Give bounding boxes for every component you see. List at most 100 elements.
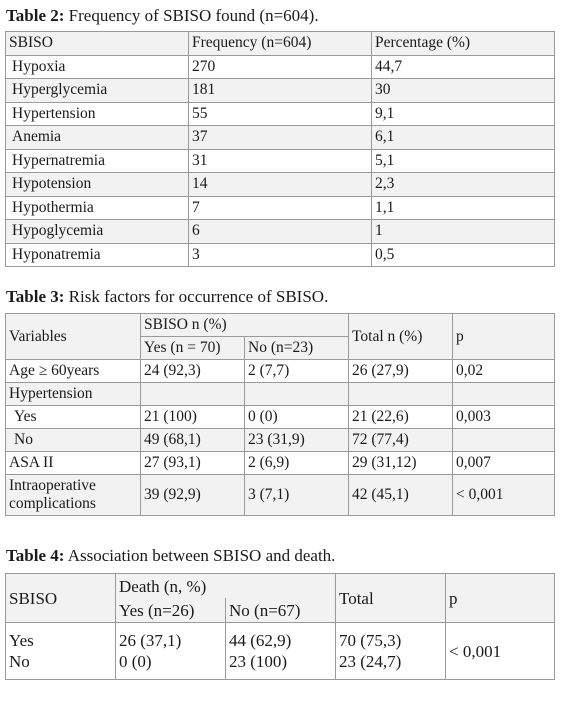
table3-cell — [452, 428, 556, 452]
table4-label-no: No — [9, 652, 30, 671]
table3-cell: 21 (100) — [140, 405, 245, 429]
table-row: Yes 21 (100) 0 (0) 21 (22,6) 0,003 — [5, 405, 556, 429]
table4-yes-cell: 26 (37,1) 0 (0) — [115, 622, 226, 680]
table3-cell: 29 (31,12) — [348, 451, 454, 475]
table3-cell: 26 (27,9) — [348, 359, 454, 383]
table4-row-labels: Yes No — [5, 622, 116, 680]
table3-header-total: Total n (%) — [348, 313, 454, 360]
table3-row-label: Intraoperative complications — [5, 474, 141, 516]
table4-label-yes: Yes — [9, 631, 34, 650]
table2-cell: 5,1 — [371, 148, 555, 173]
table2-cell: Hypothermia — [5, 195, 189, 220]
table4-header-row: SBISO Death (n, %) Total p — [5, 573, 556, 623]
table3-cell: 0 (0) — [243, 405, 350, 429]
table4-p-cell: < 0,001 — [445, 622, 556, 680]
table4-no-cell: 44 (62,9) 23 (100) — [224, 622, 337, 680]
table4-title-text: Association between SBISO and death. — [64, 546, 336, 565]
table4-header-no: No (n=67) — [224, 598, 337, 623]
table4-value: 26 (37,1) — [119, 631, 182, 650]
table3-title-text: Risk factors for occurrence of SBISO. — [64, 287, 329, 306]
table3-cell — [140, 382, 245, 406]
table3-cell: 0,007 — [452, 451, 556, 475]
table2-cell: Hypoxia — [5, 54, 189, 79]
table3-header-row: Variables SBISO n (%) Total n (%) p — [5, 313, 556, 360]
table4-total-cell: 70 (75,3) 23 (24,7) — [335, 622, 447, 680]
table3-header-group: SBISO n (%) — [139, 313, 350, 337]
table3-row-label: Age ≥ 60years — [5, 359, 141, 383]
table4: SBISO Death (n, %) Total p Yes (n=26) No… — [5, 573, 556, 680]
table2-cell: Hypoglycemia — [5, 219, 189, 244]
table2-cell: 9,1 — [371, 101, 555, 126]
table2-cell: Hyperglycemia — [5, 78, 189, 103]
table2-cell: 270 — [188, 54, 372, 79]
table2-header-cell: Frequency (n=604) — [188, 31, 372, 56]
table4-value: 0 (0) — [119, 652, 152, 671]
table2-cell: 7 — [188, 195, 372, 220]
table3-header-no: No (n=23) — [243, 336, 350, 360]
table3-cell: 0,02 — [452, 359, 556, 383]
table2-title-label: Table 2: — [6, 6, 65, 25]
table2-cell: Hypernatremia — [5, 148, 189, 173]
table2-cell: Hypotension — [5, 172, 189, 197]
table4-title-label: Table 4: — [6, 546, 65, 565]
table4-value: 44 (62,9) — [229, 631, 292, 650]
table3-cell: 72 (77,4) — [348, 428, 454, 452]
table-row: Hypotension 14 2,3 — [5, 172, 555, 197]
table2-header-row: SBISO Frequency (n=604) Percentage (%) — [5, 31, 555, 56]
table2-cell: 6 — [188, 219, 372, 244]
table-row: Hypernatremia 31 5,1 — [5, 148, 555, 173]
table4-header-group: Death (n, %) — [114, 573, 337, 598]
table2-header-cell: SBISO — [5, 31, 189, 56]
table-row: ASA II 27 (93,1) 2 (6,9) 29 (31,12) 0,00… — [5, 451, 556, 475]
table2-cell: Anemia — [5, 125, 189, 150]
table4-value: 23 (24,7) — [339, 652, 402, 671]
table2-cell: 2,3 — [371, 172, 555, 197]
table3-cell: < 0,001 — [452, 474, 556, 516]
table2-cell: 3 — [188, 242, 372, 267]
table3-cell — [243, 382, 350, 406]
table2-cell: 1 — [371, 219, 555, 244]
table3-cell: 42 (45,1) — [348, 474, 454, 516]
table2-cell: Hypertension — [5, 101, 189, 126]
table3-row-label: No — [5, 428, 141, 452]
table4-subheader-row: Yes (n=26) No (n=67) — [6, 598, 555, 623]
table2-cell: 6,1 — [371, 125, 555, 150]
table3-cell: 39 (92,9) — [140, 474, 245, 516]
table3-caption: Table 3: Risk factors for occurrence of … — [6, 287, 328, 307]
table2: SBISO Frequency (n=604) Percentage (%) H… — [5, 31, 555, 267]
table-row: Yes No 26 (37,1) 0 (0) 44 (62,9) 23 (100… — [5, 622, 556, 680]
table2-cell: 14 — [188, 172, 372, 197]
table4-header-p: p — [445, 573, 556, 623]
table3-cell — [452, 382, 556, 406]
table4-value: 23 (100) — [229, 652, 288, 671]
table3-cell: 23 (31,9) — [243, 428, 350, 452]
table-row: Age ≥ 60years 24 (92,3) 2 (7,7) 26 (27,9… — [5, 359, 556, 383]
table3-cell — [348, 382, 454, 406]
table2-cell: 30 — [371, 78, 555, 103]
table2-cell: 55 — [188, 101, 372, 126]
table3-cell: 3 (7,1) — [243, 474, 350, 516]
table2-header-cell: Percentage (%) — [371, 31, 555, 56]
table2-cell: 37 — [188, 125, 372, 150]
table-row: Hyperglycemia 181 30 — [5, 78, 555, 103]
table-row: Intraoperative complications 39 (92,9) 3… — [5, 474, 556, 516]
table4-header-total: Total — [335, 573, 447, 623]
table2-title-text: Frequency of SBISO found (n=604). — [64, 6, 319, 25]
table-row: Hypoxia 270 44,7 — [5, 54, 555, 79]
table3-title-label: Table 3: — [6, 287, 65, 306]
table-row: Hypertension 55 9,1 — [5, 101, 555, 126]
table3-cell: 27 (93,1) — [140, 451, 245, 475]
table-row: Anemia 37 6,1 — [5, 125, 555, 150]
table-row: Hyponatremia 3 0,5 — [5, 242, 555, 267]
table-row: Hypertension — [5, 382, 556, 406]
table3-header-variables: Variables — [5, 313, 141, 360]
table3-cell: 2 (6,9) — [243, 451, 350, 475]
table3-cell: 0,003 — [452, 405, 556, 429]
table3-cell: 49 (68,1) — [140, 428, 245, 452]
table2-cell: 44,7 — [371, 54, 555, 79]
table2-cell: Hyponatremia — [5, 242, 189, 267]
table4-header-yes: Yes (n=26) — [115, 598, 226, 623]
table2-caption: Table 2: Frequency of SBISO found (n=604… — [6, 6, 319, 26]
table3-header-yes: Yes (n = 70) — [140, 336, 245, 360]
